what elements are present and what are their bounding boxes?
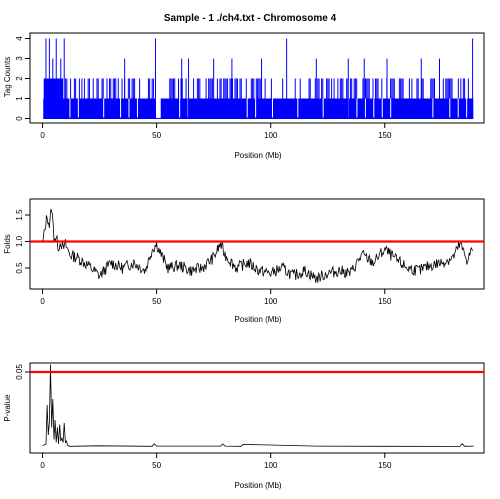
x-tick-label: 150 — [378, 461, 392, 470]
panels: 0 50 100 150 0 1 2 3 4 Position (Mb) Tag Counts 0 50… — [3, 32, 485, 490]
bar-block-count-1 — [160, 98, 474, 119]
y-axis-label: P-value — [3, 394, 12, 422]
x-tick-label: 0 — [40, 461, 45, 470]
panel-3: 0 50 100 150 0.05 Position (Mb) P-value — [3, 362, 485, 490]
y-axis-label: Tag Counts — [3, 57, 12, 97]
x-axis-label: Position (Mb) — [234, 151, 281, 160]
bar-block-count-1 — [43, 98, 156, 119]
chart-title: Sample - 1 ./ch4.txt - Chromosome 4 — [164, 13, 337, 24]
y-tick-label: 0 — [15, 116, 24, 121]
bar-block-count-2 — [43, 78, 64, 99]
panel-1: 0 50 100 150 0 1 2 3 4 Position (Mb) Tag Counts — [3, 32, 485, 160]
x-tick-label: 50 — [152, 461, 161, 470]
y-tick-label: 1.5 — [15, 209, 24, 221]
plot-frame — [29, 362, 485, 454]
x-tick-label: 50 — [152, 131, 161, 140]
pvalue-series-line — [42, 364, 474, 447]
y-axis-label: Folds — [3, 234, 12, 254]
folds-series-line — [42, 208, 474, 283]
y-tick-label: 2 — [15, 76, 24, 81]
y-tick-label: 0.5 — [15, 262, 24, 274]
x-axis-label: Position (Mb) — [234, 315, 281, 324]
y-tick-label: 0.05 — [15, 364, 24, 380]
y-tick-label: 4 — [15, 36, 24, 41]
x-tick-label: 100 — [264, 297, 278, 306]
panel-2: 0 50 100 150 0.5 1.0 1.5 Position (Mb) Folds — [3, 198, 485, 324]
x-tick-label: 100 — [264, 131, 278, 140]
y-tick-label: 1 — [15, 96, 24, 101]
x-tick-label: 50 — [152, 297, 161, 306]
y-tick-label: 1.0 — [15, 235, 24, 247]
x-tick-label: 0 — [40, 297, 45, 306]
x-tick-label: 150 — [378, 131, 392, 140]
x-tick-label: 0 — [40, 131, 45, 140]
x-axis-label: Position (Mb) — [234, 481, 281, 490]
x-tick-label: 150 — [378, 297, 392, 306]
x-tick-label: 100 — [264, 461, 278, 470]
y-tick-label: 3 — [15, 56, 24, 61]
plot-frame — [29, 198, 485, 290]
